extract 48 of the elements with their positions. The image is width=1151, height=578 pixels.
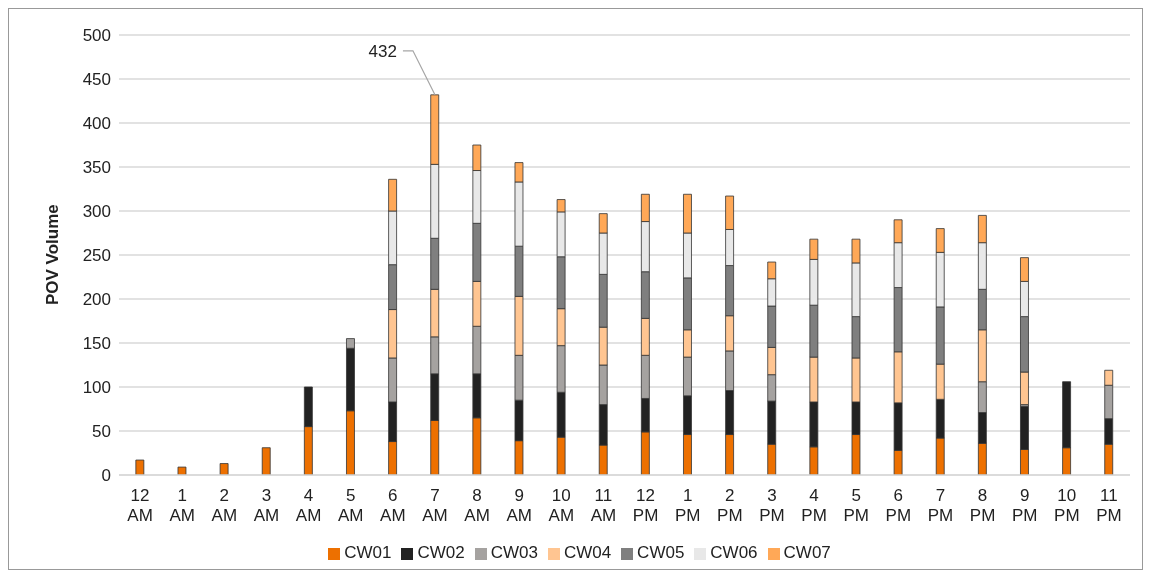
- x-tick-label: 8 PM: [969, 486, 996, 525]
- x-tick-label: 6 PM: [885, 486, 912, 525]
- legend-label: CW06: [710, 543, 758, 562]
- x-tick-label: 9 AM: [506, 486, 532, 525]
- x-tick-label: 10 AM: [548, 486, 575, 525]
- x-tick-label: 7 PM: [927, 486, 954, 525]
- y-tick-label: 100: [82, 378, 111, 398]
- y-tick-label: 50: [92, 422, 111, 442]
- x-tick-label: 5 PM: [843, 486, 869, 525]
- x-tick-label: 12 PM: [632, 486, 659, 525]
- legend-label: CW04: [563, 543, 612, 562]
- y-tick-label: 0: [101, 466, 111, 486]
- x-tick-label: 11 PM: [1096, 486, 1122, 525]
- x-tick-label: 3 AM: [253, 486, 280, 525]
- legend-label: CW01: [344, 543, 392, 562]
- x-tick-label: 6 AM: [380, 486, 406, 525]
- y-tick-label: 350: [82, 158, 111, 178]
- x-tick-label: 5 AM: [337, 486, 364, 525]
- y-tick-label: 200: [82, 290, 111, 310]
- y-tick-label: 300: [82, 202, 111, 222]
- x-tick-label: 10 PM: [1054, 486, 1080, 525]
- x-tick-label: 12 AM: [127, 486, 153, 525]
- y-tick-label: 500: [82, 26, 111, 46]
- x-tick-label: 3 PM: [759, 486, 785, 525]
- bar: [219, 463, 229, 475]
- legend-label: CW05: [637, 543, 685, 562]
- y-tick-label: 150: [82, 334, 111, 354]
- legend-label: CW07: [783, 543, 831, 562]
- annotation: 432: [368, 41, 397, 61]
- x-tick-label: 2 AM: [211, 486, 238, 525]
- legend-label: CW02: [417, 543, 465, 562]
- x-tick-label: 1 AM: [169, 486, 195, 525]
- bar: [261, 447, 271, 475]
- x-tick-label: 11 AM: [590, 486, 617, 525]
- y-tick-label: 250: [82, 246, 111, 266]
- x-tick-label: 9 PM: [1011, 486, 1038, 525]
- y-tick-label: 400: [82, 114, 111, 134]
- y-axis-title: POV Volume: [43, 204, 63, 305]
- legend-label: CW03: [490, 543, 538, 562]
- y-tick-label: 450: [82, 70, 111, 90]
- x-tick-label: 7 AM: [422, 486, 448, 525]
- x-tick-label: 4 AM: [295, 486, 322, 525]
- x-tick-label: 2 PM: [717, 486, 743, 525]
- bar: [177, 466, 187, 475]
- bar: [135, 459, 145, 475]
- x-tick-label: 1 PM: [674, 486, 701, 525]
- x-tick-label: 8 AM: [464, 486, 490, 525]
- x-tick-label: 4 PM: [801, 486, 827, 525]
